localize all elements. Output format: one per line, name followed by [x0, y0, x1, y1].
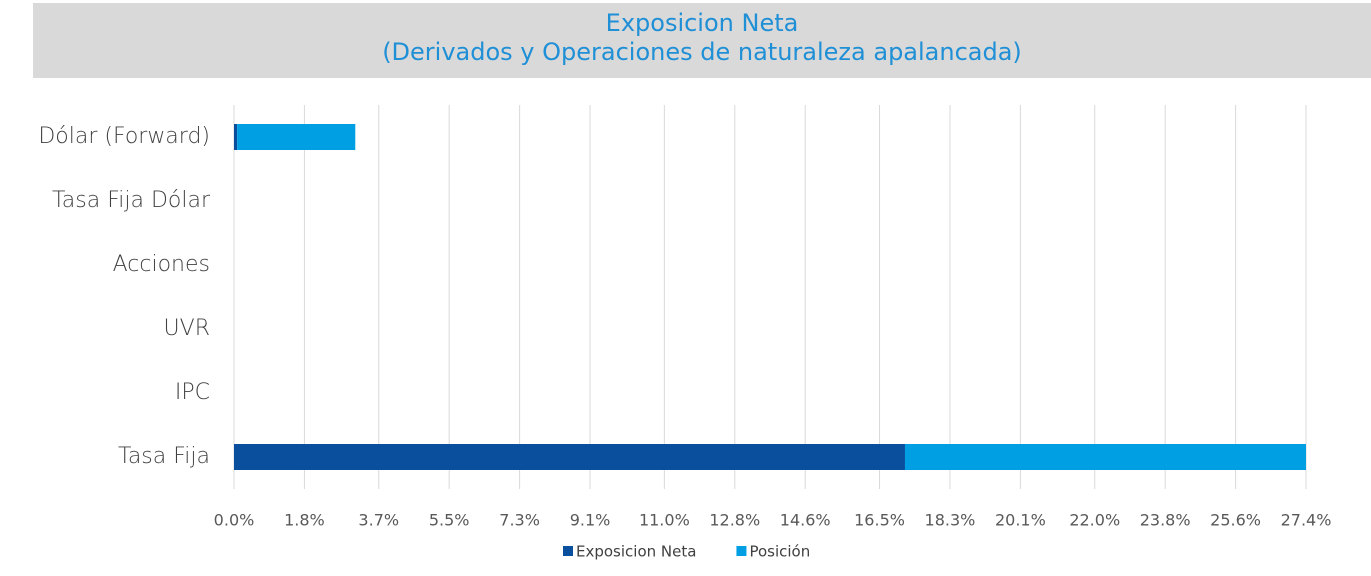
- y-tick-label: Tasa Fija: [118, 444, 210, 469]
- legend-swatch: [736, 546, 747, 556]
- y-tick-label: UVR: [164, 316, 210, 341]
- y-tick-label: Dólar (Forward): [38, 124, 210, 149]
- x-tick-label: 14.6%: [780, 511, 831, 530]
- y-tick-label: IPC: [175, 380, 210, 405]
- x-tick-label: 1.8%: [284, 511, 325, 530]
- chart-title: Exposicion Neta: [606, 9, 799, 37]
- chart-subtitle: (Derivados y Operaciones de naturaleza a…: [382, 38, 1022, 66]
- bar: [234, 444, 905, 470]
- x-tick-label: 20.1%: [995, 511, 1046, 530]
- y-tick-label: Tasa Fija Dólar: [52, 188, 211, 213]
- x-tick-label: 12.8%: [709, 511, 760, 530]
- legend-swatch: [563, 546, 573, 556]
- legend-label: Posición: [749, 543, 810, 561]
- x-tick-label: 16.5%: [854, 511, 905, 530]
- x-tick-label: 27.4%: [1281, 511, 1332, 530]
- title-band: [33, 3, 1371, 78]
- bar: [237, 124, 356, 150]
- x-tick-label: 3.7%: [358, 511, 399, 530]
- bar: [234, 124, 238, 150]
- x-tick-label: 9.1%: [570, 511, 611, 530]
- x-tick-label: 23.8%: [1140, 511, 1191, 530]
- x-tick-label: 22.0%: [1069, 511, 1120, 530]
- bar: [904, 444, 1306, 470]
- x-tick-label: 25.6%: [1210, 511, 1261, 530]
- x-tick-label: 7.3%: [499, 511, 540, 530]
- y-tick-label: Acciones: [113, 252, 210, 277]
- x-tick-label: 0.0%: [214, 511, 255, 530]
- x-tick-label: 5.5%: [429, 511, 470, 530]
- x-tick-label: 18.3%: [925, 511, 976, 530]
- x-tick-label: 11.0%: [639, 511, 690, 530]
- legend-label: Exposicion Neta: [576, 543, 696, 561]
